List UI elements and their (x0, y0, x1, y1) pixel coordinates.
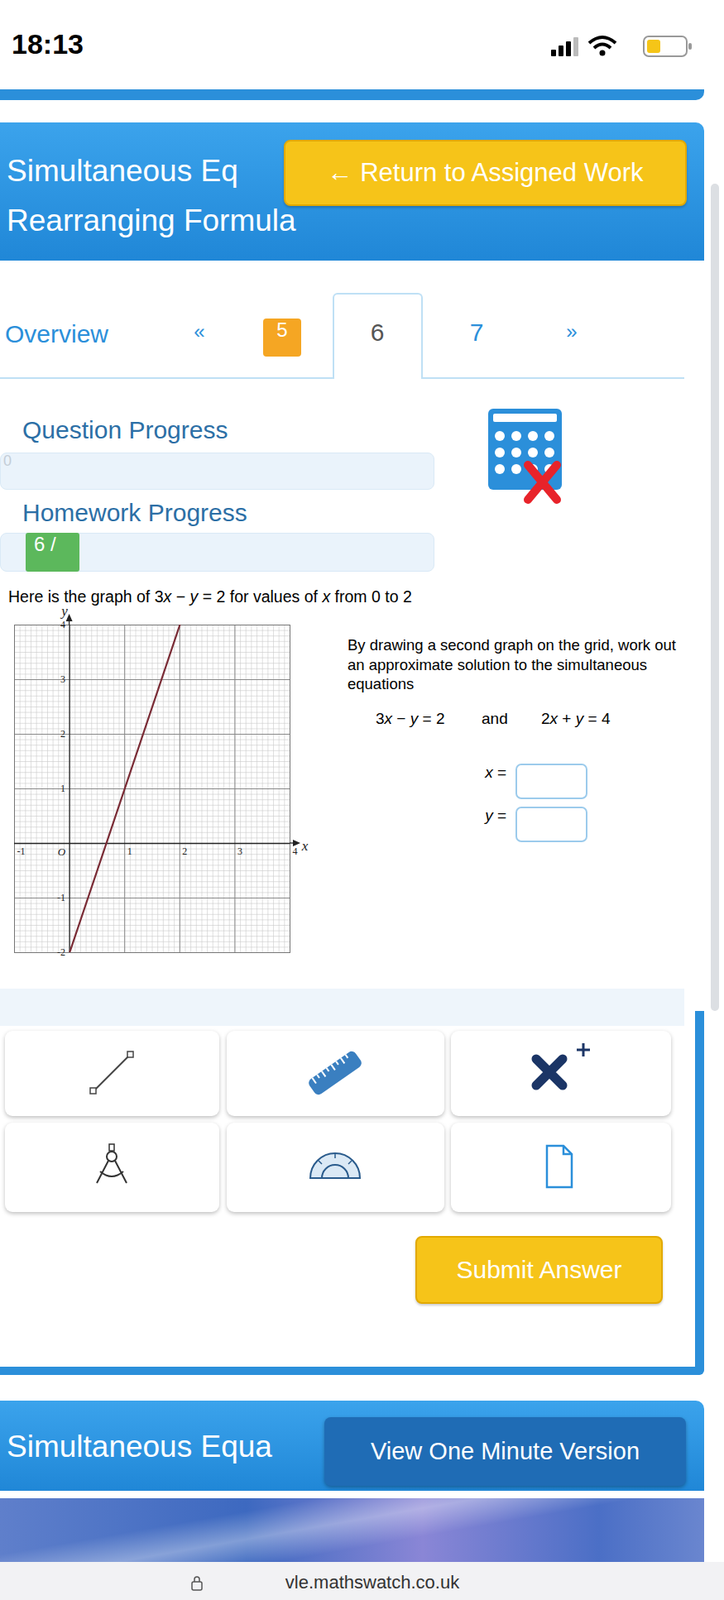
html-text:6 /: 6 / (33, 532, 57, 556)
svg-text:4: 4 (292, 845, 298, 858)
html-text:6: 6 (370, 318, 385, 346)
html-text:View One Minute Version: View One Minute Version (370, 1438, 640, 1465)
html-text:Simultaneous Eq: Simultaneous Eq (6, 153, 239, 188)
html-text:2 x + y = 4: 2 x + y = 4 (541, 709, 611, 728)
html-text:3 x − y = 2: 3 x − y = 2 (375, 709, 445, 728)
svg-text:O: O (57, 845, 67, 859)
svg-text:-1: -1 (57, 891, 66, 904)
html-text:18:13: 18:13 (11, 28, 84, 60)
html-text:Rearranging Formula: Rearranging Formula (6, 203, 296, 238)
html-text:Simultaneous Equa: Simultaneous Equa (6, 1429, 273, 1464)
svg-text:3: 3 (60, 673, 66, 686)
html-text:← Return to Assigned Work: ← Return to Assigned Work (327, 158, 644, 187)
svg-text:3: 3 (237, 845, 243, 858)
html-text:Overview: Overview (4, 320, 109, 348)
html-text:By drawing a second graph on t: By drawing a second graph on the grid, w… (347, 636, 677, 693)
svg-text:4: 4 (60, 618, 66, 631)
html-text:5: 5 (276, 318, 288, 341)
html-text:and: and (481, 709, 508, 728)
svg-text:1: 1 (127, 845, 133, 858)
html-text:x =: x = (484, 763, 507, 782)
html-text:Homework Progress: Homework Progress (22, 498, 248, 527)
html-text:y =: y = (484, 806, 507, 825)
html-text:0: 0 (3, 452, 12, 470)
html-text:7: 7 (469, 318, 484, 346)
svg-text:x: x (301, 838, 309, 854)
html-text:vle.mathswatch.co.uk: vle.mathswatch.co.uk (285, 1572, 460, 1593)
svg-text:2: 2 (60, 728, 66, 740)
svg-text:y: y (59, 603, 68, 619)
svg-text:-1: -1 (17, 845, 26, 858)
svg-text:1: 1 (60, 782, 66, 795)
html-text:Submit Answer: Submit Answer (456, 1256, 622, 1284)
svg-text:2: 2 (182, 845, 187, 858)
html-text:Here is the graph of 3 x − y =: Here is the graph of 3 x − y = 2 for val… (8, 587, 412, 606)
svg-text:-2: -2 (57, 946, 66, 959)
html-text:Question Progress: Question Progress (22, 416, 228, 444)
